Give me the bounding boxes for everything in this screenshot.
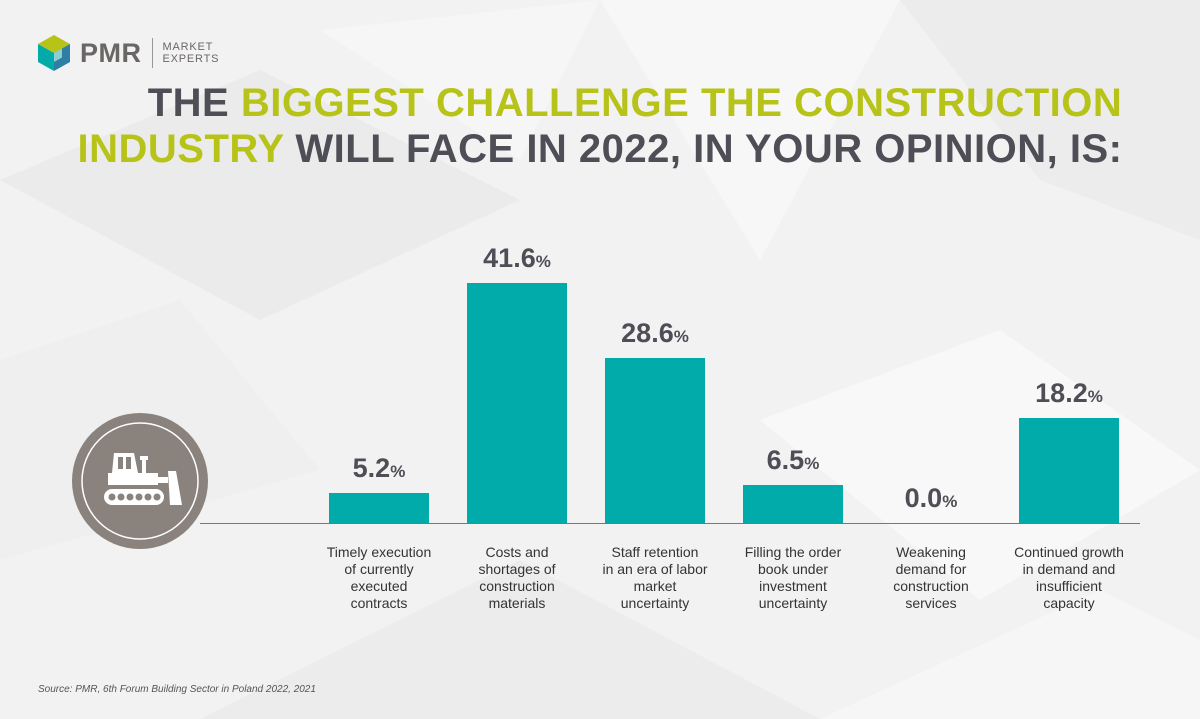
bar-value-number: 28.6: [621, 318, 674, 348]
category-label-line: executed: [350, 578, 408, 594]
category-label-line: Timely execution: [326, 544, 432, 560]
category-label-6: Continued growth in demand and insufficien…: [999, 544, 1139, 612]
category-label-line: market: [633, 578, 677, 594]
category-label-line: demand for: [895, 561, 967, 577]
category-label-line: in demand and: [1022, 561, 1116, 577]
bar-value-label-5: 0.0%: [871, 483, 991, 514]
bar-value-unit: %: [673, 327, 689, 346]
source-note: Source: PMR, 6th Forum Building Sector i…: [38, 684, 316, 695]
bar-value-number: 6.5: [766, 445, 805, 475]
bar-value-label-3: 28.6%: [595, 318, 715, 349]
bar-value-number: 41.6: [483, 243, 536, 273]
chart-title: THE BIGGEST CHALLENGE THE CONSTRUCTION I…: [77, 81, 1123, 171]
bulldozer-icon: [81, 422, 199, 540]
bar-value-label-2: 41.6%: [457, 243, 577, 274]
category-label-line: in an era of labor: [602, 561, 708, 577]
category-label-5: Weakening demand for construction services: [861, 544, 1001, 612]
category-label-line: Filling the order: [744, 544, 842, 560]
category-label-line: contracts: [350, 595, 408, 611]
category-label-line: materials: [488, 595, 546, 611]
category-label-1: Timely execution of currently executed cont…: [309, 544, 449, 612]
bar-value-label-4: 6.5%: [733, 445, 853, 476]
bar-value-unit: %: [942, 492, 958, 511]
bar-value-number: 0.0: [904, 483, 943, 513]
x-axis-line: [200, 523, 1140, 524]
bar-4: [743, 485, 843, 523]
bar-value-number: 5.2: [352, 453, 391, 483]
category-label-line: uncertainty: [758, 595, 828, 611]
category-label-2: Costs and shortages of construction materia…: [447, 544, 587, 612]
bar-1: [329, 493, 429, 523]
bar-value-number: 18.2: [1035, 378, 1088, 408]
category-label-3: Staff retention in an era of labor market u…: [585, 544, 725, 612]
bar-value-unit: %: [804, 454, 820, 473]
category-label-line: construction: [893, 578, 969, 594]
pmr-logo: PMR MARKET EXPERTS: [36, 34, 219, 72]
logo-brand: PMR: [80, 37, 142, 68]
bar-2: [467, 283, 567, 523]
category-label-line: capacity: [1043, 595, 1095, 611]
category-label-line: shortages of: [478, 561, 556, 577]
bulldozer-badge: [72, 413, 208, 549]
bar-value-unit: %: [390, 462, 406, 481]
category-label-line: of currently: [344, 561, 414, 577]
logo-tagline: MARKET EXPERTS: [162, 41, 220, 65]
category-label-line: Staff retention: [611, 544, 699, 560]
bar-6: [1019, 418, 1119, 523]
bar-value-unit: %: [535, 252, 551, 271]
bar-value-label-6: 18.2%: [1009, 378, 1129, 409]
category-label-line: services: [905, 595, 957, 611]
category-label-4: Filling the order book under investment unc…: [723, 544, 863, 612]
bar-value-unit: %: [1087, 387, 1103, 406]
category-label-line: investment: [759, 578, 827, 594]
category-label-line: insufficient: [1036, 578, 1102, 594]
bar-value-label-1: 5.2%: [319, 453, 439, 484]
category-label-line: Weakening: [896, 544, 966, 560]
category-label-line: Costs and: [485, 544, 549, 560]
bar-3: [605, 358, 705, 523]
pmr-cube-icon: [38, 35, 70, 71]
category-label-line: uncertainty: [620, 595, 690, 611]
category-label-line: construction: [479, 578, 555, 594]
logo-divider: [151, 38, 153, 68]
category-label-line: book under: [757, 561, 829, 577]
category-label-line: Continued growth: [1014, 544, 1124, 560]
